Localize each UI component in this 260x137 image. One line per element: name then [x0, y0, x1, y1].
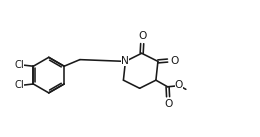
Text: O: O [174, 80, 183, 90]
Text: O: O [164, 99, 172, 109]
Text: Cl: Cl [14, 60, 24, 70]
Text: O: O [170, 56, 179, 66]
Text: N: N [121, 56, 128, 66]
Text: O: O [138, 31, 146, 41]
Text: Cl: Cl [14, 80, 24, 90]
